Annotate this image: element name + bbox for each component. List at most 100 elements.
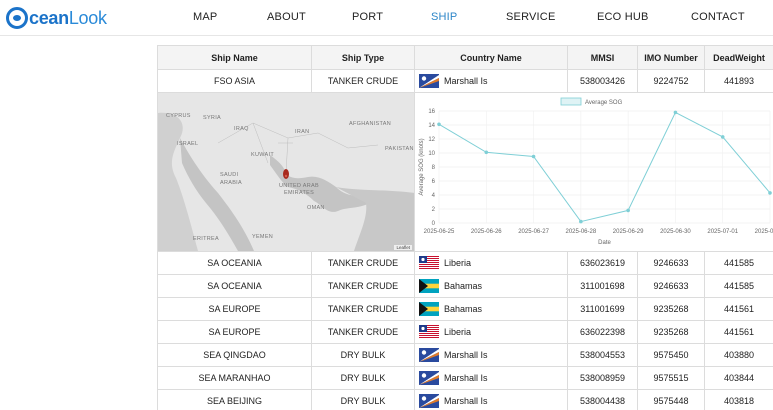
nav-port[interactable]: PORT [352, 11, 384, 23]
table-row[interactable]: SA EUROPE TANKER CRUDE Bahamas 311001699 923… [157, 297, 773, 321]
country-name: Marshall Is [444, 373, 488, 383]
sog-data-point [673, 110, 678, 115]
ship-location-marker [283, 169, 289, 179]
ship-table-container: Ship Name Ship Type Country Name MMSI IM… [157, 45, 773, 410]
cell-ship-name: SEA BEIJING [157, 389, 312, 410]
country-name: Liberia [444, 327, 472, 337]
logo-o-icon [6, 7, 28, 29]
bahamas-flag-icon [419, 279, 439, 293]
header-country-name[interactable]: Country Name [414, 45, 568, 70]
map-place-label: ISRAEL [177, 141, 199, 147]
header-ship-name[interactable]: Ship Name [157, 45, 312, 70]
nav-eco-hub[interactable]: ECO HUB [597, 11, 649, 23]
x-tick-label: 2025-06-28 [566, 229, 597, 235]
cell-ship-name: SA EUROPE [157, 320, 312, 344]
table-header-row: Ship Name Ship Type Country Name MMSI IM… [157, 45, 773, 70]
map-place-label: EMIRATES [284, 190, 315, 196]
nav-map[interactable]: MAP [193, 11, 218, 23]
header-ship-type[interactable]: Ship Type [311, 45, 415, 70]
y-tick-label: 16 [428, 109, 435, 115]
logo-text: ceanLook [29, 8, 107, 29]
y-tick-label: 2 [432, 207, 436, 213]
cell-ship-name: SA EUROPE [157, 297, 312, 321]
top-navbar: ceanLook MAP ABOUT PORT SHIP SERVICE ECO… [0, 0, 773, 36]
cell-country: Marshall Is [414, 389, 568, 410]
marshall-flag-icon [419, 348, 439, 362]
x-tick-label: 2025-06-29 [613, 229, 644, 235]
map-place-label: CYPRUS [166, 113, 191, 119]
oceanlook-logo[interactable]: ceanLook [6, 6, 107, 30]
x-tick-label: 2025-06-26 [471, 229, 502, 235]
table-row[interactable]: SA OCEANIA TANKER CRUDE Bahamas 311001698 92… [157, 274, 773, 298]
y-tick-label: 6 [432, 179, 436, 185]
map-place-label: IRAQ [234, 126, 249, 132]
y-tick-label: 12 [428, 137, 435, 143]
cell-imo: 9246633 [637, 251, 705, 275]
table-row[interactable]: FSO ASIA TANKER CRUDE Marshall Is 538003426… [157, 69, 773, 93]
country-name: Marshall Is [444, 396, 488, 406]
y-axis-label: Average SOG (knots) [419, 138, 425, 195]
x-tick-label: 2025-06-25 [424, 229, 455, 235]
sog-data-point [579, 219, 583, 224]
cell-country: Marshall Is [414, 366, 568, 390]
table-row[interactable]: SEA BEIJING DRY BULK Marshall Is 538004438 9… [157, 389, 773, 410]
cell-country: Marshall Is [414, 343, 568, 367]
cell-ship-type: TANKER CRUDE [311, 251, 415, 275]
liberia-flag-icon [419, 325, 439, 339]
cell-ship-name: FSO ASIA [157, 69, 312, 93]
header-mmsi[interactable]: MMSI [567, 45, 638, 70]
nav-service[interactable]: SERVICE [506, 11, 556, 23]
table-row[interactable]: SA EUROPE TANKER CRUDE Liberia 636022398 923… [157, 320, 773, 344]
cell-ship-type: TANKER CRUDE [311, 69, 415, 93]
cell-deadweight: 403880 [704, 343, 773, 367]
map-place-label: IRAN [295, 129, 310, 135]
sog-data-point [484, 150, 489, 155]
cell-ship-type: DRY BULK [311, 366, 415, 390]
y-tick-label: 10 [428, 151, 435, 157]
country-name: Liberia [444, 258, 472, 268]
ship-location-map[interactable]: CYPRUS SYRIA IRAQ IRAN AFGHANISTAN ISRAEL KUWA… [157, 92, 415, 252]
map-canvas[interactable] [158, 93, 415, 251]
logo-light: Look [68, 7, 107, 28]
table-row[interactable]: SEA MARANHAO DRY BULK Marshall Is 538008959… [157, 366, 773, 390]
marshall-flag-icon [419, 394, 439, 408]
cell-mmsi: 636022398 [567, 320, 638, 344]
cell-ship-type: DRY BULK [311, 343, 415, 367]
cell-imo: 9235268 [637, 320, 705, 344]
x-axis-label: Date [598, 240, 611, 246]
header-imo-number[interactable]: IMO Number [637, 45, 705, 70]
nav-about[interactable]: ABOUT [267, 11, 306, 23]
cell-mmsi: 311001698 [567, 274, 638, 298]
y-tick-label: 0 [432, 221, 436, 227]
y-tick-label: 14 [428, 123, 435, 129]
logo-main: cean [29, 7, 69, 28]
map-place-label: OMAN [307, 205, 325, 211]
cell-deadweight: 403844 [704, 366, 773, 390]
sog-data-point [531, 154, 536, 159]
header-deadweight[interactable]: DeadWeight [704, 45, 773, 70]
x-tick-label: 2025-06-30 [660, 229, 691, 235]
sog-data-point [768, 191, 772, 195]
sog-data-point [626, 208, 630, 213]
ship-table: Ship Name Ship Type Country Name MMSI IM… [157, 45, 773, 410]
cell-deadweight: 441585 [704, 251, 773, 275]
nav-contact[interactable]: CONTACT [691, 11, 745, 23]
map-attribution[interactable]: Leaflet [394, 245, 412, 250]
sog-data-point [437, 122, 441, 127]
table-row[interactable]: SEA QINGDAO DRY BULK Marshall Is 538004553 9… [157, 343, 773, 367]
cell-imo: 9224752 [637, 69, 705, 93]
table-row[interactable]: SA OCEANIA TANKER CRUDE Liberia 636023619 92… [157, 251, 773, 275]
cell-mmsi: 538003426 [567, 69, 638, 93]
cell-imo: 9575450 [637, 343, 705, 367]
legend-swatch [560, 97, 582, 106]
y-tick-label: 4 [432, 193, 436, 199]
nav-ship[interactable]: SHIP [431, 11, 458, 23]
cell-imo: 9235268 [637, 297, 705, 321]
liberia-flag-icon [419, 256, 439, 270]
sog-chart-cell: Average SOG 0 2 4 6 8 10 12 14 16 2025-06-25 2025-0… [414, 92, 773, 252]
cell-deadweight: 403818 [704, 389, 773, 410]
cell-mmsi: 538008959 [567, 366, 638, 390]
country-name: Marshall Is [444, 76, 488, 86]
cell-ship-name: SA OCEANIA [157, 251, 312, 275]
map-place-label: SYRIA [203, 115, 222, 121]
